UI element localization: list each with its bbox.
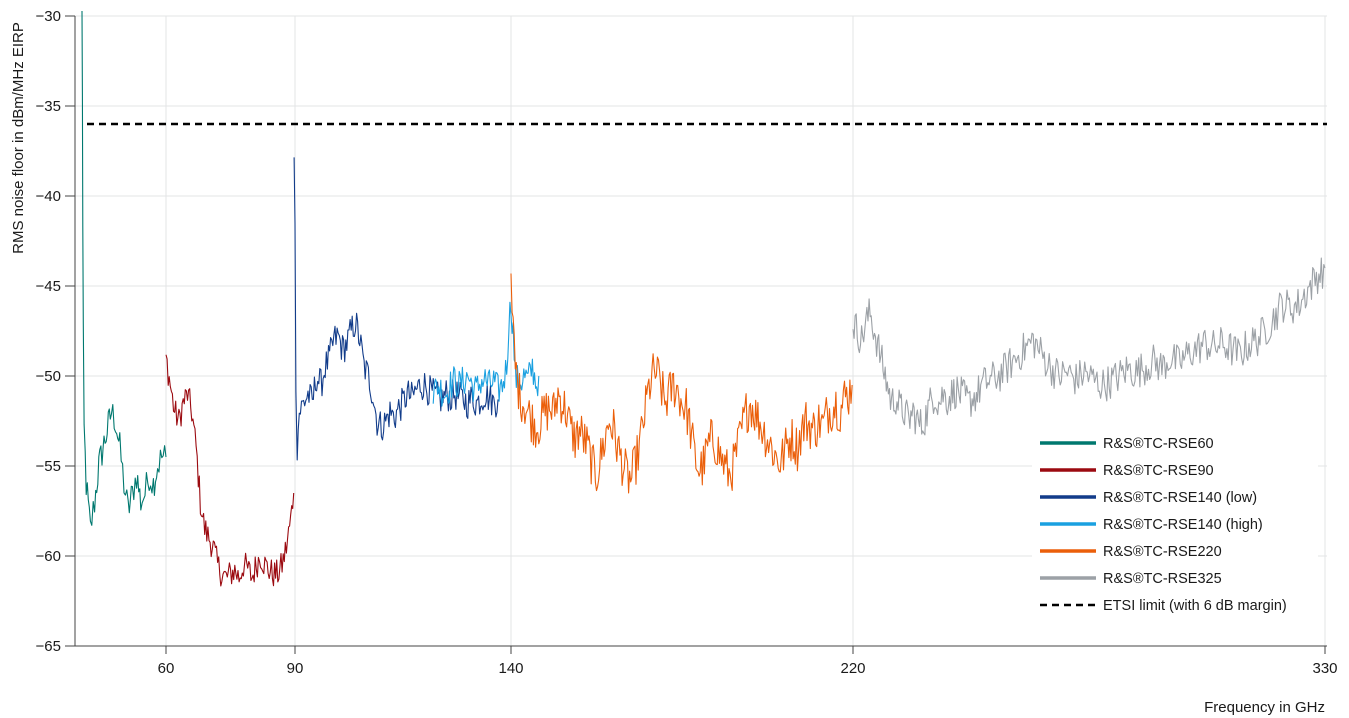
axes: −30 −35 −40 −45 −50 −55 −60 −65 60 90 140 220 330	[36, 8, 1338, 677]
series-line-4	[510, 273, 853, 494]
legend-label: R&S®TC-RSE140 (low)	[1103, 490, 1257, 506]
y-axis-title: RMS noise floor in dBm/MHz EIRP	[10, 22, 27, 254]
series-line-3	[432, 301, 540, 407]
series-line-2	[293, 157, 499, 461]
series-line-5	[852, 257, 1326, 436]
y-tick-label: −50	[36, 368, 61, 385]
series-layer	[81, 10, 1326, 587]
y-tick-label: −60	[36, 548, 61, 565]
legend-label: R&S®TC-RSE325	[1103, 571, 1222, 587]
x-tick-label: 60	[158, 660, 175, 677]
y-tick-label: −65	[36, 638, 61, 655]
y-tick-label: −55	[36, 458, 61, 475]
legend: R&S®TC-RSE60 R&S®TC-RSE90 R&S®TC-RSE140 (l…	[1032, 427, 1318, 624]
legend-label: R&S®TC-RSE220	[1103, 544, 1222, 560]
x-tick-label: 140	[498, 660, 523, 677]
y-tick-label: −30	[36, 8, 61, 25]
y-tick-label: −35	[36, 98, 61, 115]
x-tick-label: 220	[840, 660, 865, 677]
legend-label: R&S®TC-RSE140 (high)	[1103, 517, 1263, 533]
x-tick-label: 330	[1312, 660, 1337, 677]
legend-label: R&S®TC-RSE90	[1103, 463, 1214, 479]
series-line-1	[165, 354, 295, 587]
y-tick-label: −45	[36, 278, 61, 295]
series-line-0	[81, 10, 167, 526]
legend-label: R&S®TC-RSE60	[1103, 436, 1214, 452]
x-axis-title: Frequency in GHz	[1204, 699, 1325, 716]
legend-label: ETSI limit (with 6 dB margin)	[1103, 598, 1287, 614]
y-tick-label: −40	[36, 188, 61, 205]
x-tick-label: 90	[287, 660, 304, 677]
